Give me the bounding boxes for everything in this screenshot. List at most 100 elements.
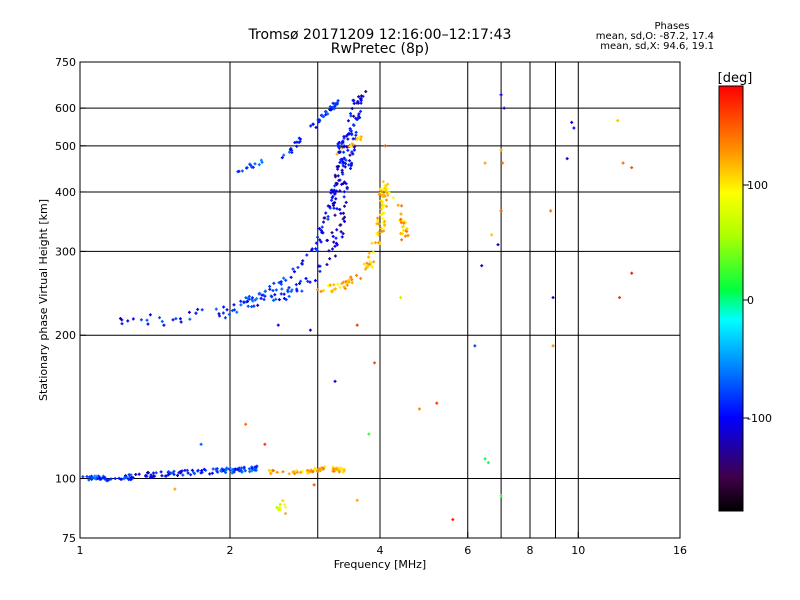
data-point (338, 208, 342, 212)
data-point (295, 144, 299, 148)
data-point (194, 311, 198, 315)
data-point (399, 296, 403, 300)
data-point (355, 498, 359, 502)
data-point (268, 287, 272, 291)
data-point (382, 203, 386, 207)
data-point (382, 192, 386, 196)
data-point (222, 305, 226, 309)
data-point (383, 219, 387, 223)
data-point (345, 187, 349, 191)
data-point (277, 298, 281, 302)
data-point (318, 269, 322, 273)
data-point (144, 473, 148, 477)
data-point (322, 220, 326, 224)
data-point (350, 150, 354, 154)
data-point (243, 469, 247, 473)
x-tick-label: 1 (77, 544, 84, 557)
data-point (313, 279, 317, 283)
data-point (219, 469, 223, 473)
data-point (399, 217, 403, 221)
data-point (341, 280, 345, 284)
data-point (310, 248, 314, 252)
data-point (378, 187, 382, 191)
data-point (359, 101, 363, 105)
y-tick-label: 300 (55, 245, 76, 258)
data-point (320, 225, 324, 229)
data-point (357, 135, 361, 139)
data-point (134, 472, 138, 476)
data-point (337, 143, 341, 147)
data-point (95, 474, 99, 478)
data-point (370, 241, 374, 245)
data-point (81, 475, 85, 479)
colorbar-tick-label: -100 (747, 412, 772, 425)
y-tick-label: 500 (55, 140, 76, 153)
data-point (240, 470, 244, 474)
data-point (151, 471, 155, 475)
data-point (380, 200, 384, 204)
data-point (348, 153, 352, 157)
x-tick-label: 10 (571, 544, 585, 557)
data-point (214, 307, 218, 311)
data-point (309, 124, 313, 128)
data-point (210, 471, 214, 475)
data-point (322, 115, 326, 119)
data-point (104, 478, 108, 482)
data-point (279, 282, 283, 286)
data-point (386, 182, 390, 186)
data-point (185, 468, 189, 472)
data-point (335, 165, 339, 169)
data-point (192, 471, 196, 475)
data-point (306, 279, 310, 283)
data-point (341, 160, 345, 164)
data-point (250, 469, 254, 473)
data-point (319, 240, 323, 244)
data-point (159, 470, 163, 474)
data-point (269, 471, 273, 475)
data-point (242, 300, 246, 304)
data-point (350, 281, 354, 285)
data-point (318, 467, 322, 471)
data-point (267, 468, 271, 472)
data-point (202, 467, 206, 471)
x-tick-label: 16 (673, 544, 687, 557)
data-point (238, 468, 242, 472)
data-point (88, 475, 92, 479)
data-point (331, 465, 335, 469)
data-point (331, 234, 335, 238)
data-point (272, 298, 276, 302)
data-point (340, 147, 344, 151)
data-point (320, 467, 324, 471)
data-point (284, 298, 288, 302)
data-point (180, 469, 184, 473)
data-point (244, 296, 248, 300)
data-point (181, 473, 185, 477)
data-point (328, 283, 332, 287)
data-point (230, 469, 234, 473)
data-point (337, 140, 341, 144)
data-point (174, 317, 178, 321)
data-point (279, 292, 283, 296)
data-point (250, 466, 254, 470)
data-point (329, 191, 333, 195)
data-point (281, 470, 285, 474)
colorbar-gradient (718, 85, 744, 512)
data-point (294, 283, 298, 287)
data-point (311, 122, 315, 126)
data-point (292, 470, 296, 474)
x-tick-label: 6 (464, 544, 471, 557)
data-point (405, 229, 409, 233)
data-point (399, 212, 403, 216)
data-point (282, 296, 286, 300)
data-point (380, 203, 384, 207)
data-point (199, 442, 203, 446)
data-point (352, 98, 356, 102)
data-point (502, 106, 506, 110)
data-point (282, 276, 286, 280)
chart-subtitle: RwPretec (8p) (330, 41, 430, 57)
data-point (376, 216, 380, 220)
data-point (253, 468, 257, 472)
data-point (401, 224, 405, 228)
data-point (342, 150, 346, 154)
data-point (250, 296, 254, 300)
